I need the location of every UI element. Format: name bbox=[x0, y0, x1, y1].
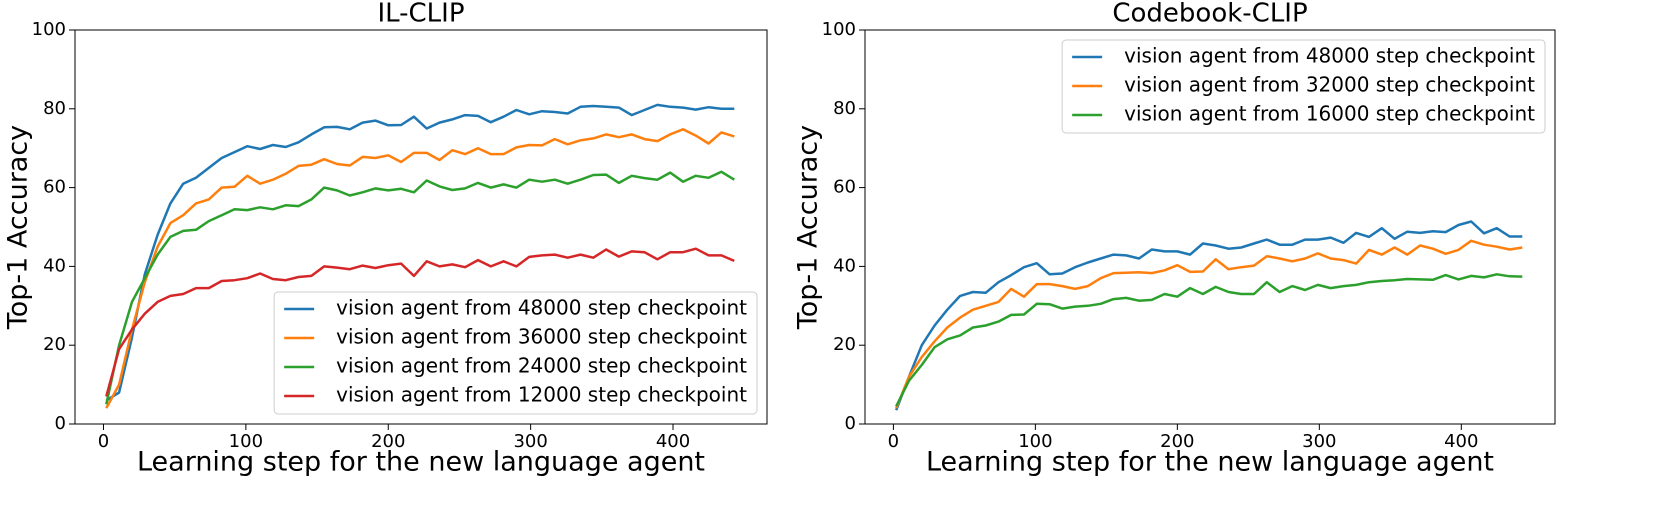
y-tick-label: 100 bbox=[32, 19, 66, 40]
y-tick-label: 20 bbox=[43, 334, 66, 355]
legend-label: vision agent from 16000 step checkpoint bbox=[1124, 102, 1535, 126]
y-tick-label: 40 bbox=[833, 255, 856, 276]
x-tick-label: 300 bbox=[1302, 431, 1336, 452]
series-line bbox=[895, 273, 1523, 407]
series-line bbox=[895, 220, 1523, 411]
x-tick-label: 400 bbox=[656, 431, 690, 452]
series-line bbox=[105, 128, 735, 409]
legend-label: vision agent from 32000 step checkpoint bbox=[1124, 73, 1535, 97]
legend-label: vision agent from 24000 step checkpoint bbox=[336, 354, 747, 378]
y-tick-label: 20 bbox=[833, 334, 856, 355]
y-tick-label: 0 bbox=[55, 413, 66, 434]
x-tick-label: 200 bbox=[1160, 431, 1194, 452]
series-line bbox=[105, 170, 735, 405]
legend-label: vision agent from 48000 step checkpoint bbox=[336, 296, 747, 320]
legend: vision agent from 48000 step checkpoint v… bbox=[273, 291, 758, 415]
plot-frame bbox=[74, 29, 768, 425]
x-tick-label: 200 bbox=[371, 431, 405, 452]
legend: vision agent from 48000 step checkpoint v… bbox=[1061, 39, 1546, 134]
y-tick-label: 60 bbox=[43, 177, 66, 198]
x-tick-label: 100 bbox=[1018, 431, 1052, 452]
x-axis-label: Learning step for the new language agent bbox=[137, 447, 705, 478]
legend-box bbox=[1061, 39, 1546, 134]
y-tick-label: 80 bbox=[43, 98, 66, 119]
legend-label: vision agent from 48000 step checkpoint bbox=[1124, 44, 1535, 68]
y-tick-label: 100 bbox=[822, 19, 856, 40]
legend-label: vision agent from 36000 step checkpoint bbox=[336, 325, 747, 349]
chart: Codebook-CLIP Learning step for the new l… bbox=[793, 0, 1556, 478]
legend-label: vision agent from 12000 step checkpoint bbox=[336, 383, 747, 407]
plot-frame bbox=[864, 29, 1556, 425]
x-tick-label: 0 bbox=[98, 431, 109, 452]
y-axis-label: Top-1 Accuracy bbox=[3, 125, 34, 330]
x-tick-label: 100 bbox=[229, 431, 263, 452]
series-line bbox=[105, 247, 735, 397]
legend-box bbox=[273, 291, 758, 415]
chart-title: IL-CLIP bbox=[377, 0, 464, 29]
x-tick-label: 0 bbox=[888, 431, 899, 452]
x-tick-label: 300 bbox=[513, 431, 547, 452]
y-tick-label: 40 bbox=[43, 255, 66, 276]
series-line bbox=[895, 239, 1523, 409]
y-tick-label: 80 bbox=[833, 98, 856, 119]
x-tick-label: 400 bbox=[1444, 431, 1478, 452]
chart: IL-CLIP Learning step for the new languag… bbox=[3, 0, 768, 478]
y-tick-label: 0 bbox=[845, 413, 856, 434]
x-axis-label: Learning step for the new language agent bbox=[926, 447, 1494, 478]
chart-title: Codebook-CLIP bbox=[1112, 0, 1307, 29]
y-axis-label: Top-1 Accuracy bbox=[793, 125, 824, 330]
y-tick-label: 60 bbox=[833, 177, 856, 198]
series-line bbox=[105, 103, 735, 402]
